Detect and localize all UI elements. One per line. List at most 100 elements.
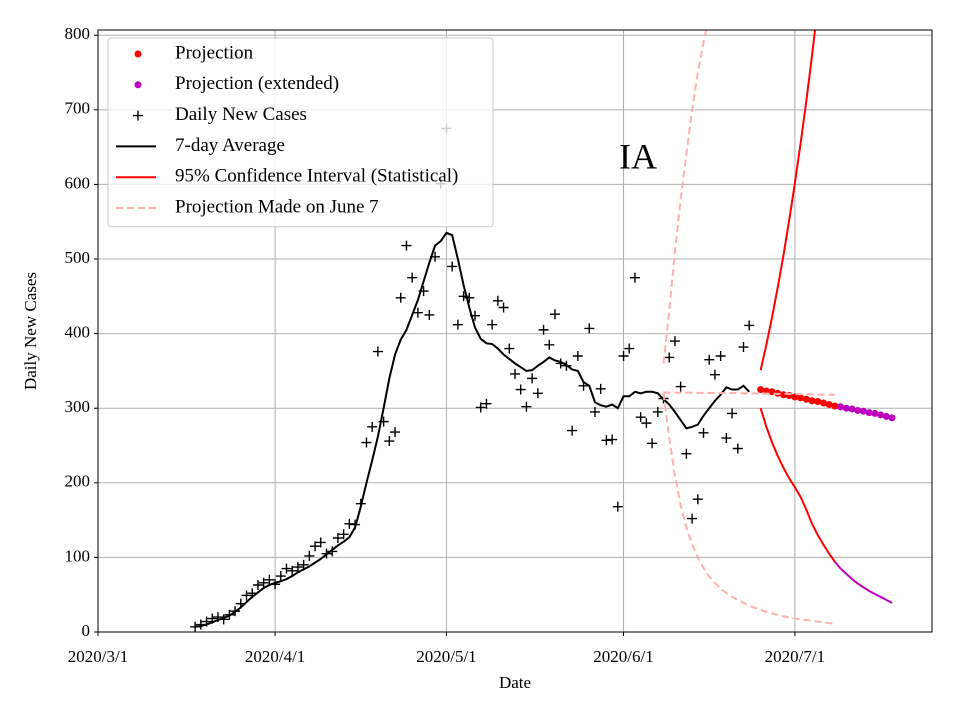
case-marker bbox=[332, 533, 343, 544]
case-marker bbox=[607, 434, 618, 445]
legend-box bbox=[107, 37, 494, 228]
case-marker bbox=[641, 418, 652, 429]
x-tick-label: 2020/7/1 bbox=[765, 647, 825, 666]
case-marker bbox=[367, 421, 378, 432]
projection-point bbox=[848, 405, 856, 413]
projection-point bbox=[802, 395, 810, 403]
case-marker bbox=[629, 272, 640, 283]
dashed-line bbox=[662, 30, 707, 364]
y-tick-label: 500 bbox=[65, 248, 91, 267]
case-marker bbox=[252, 580, 263, 591]
case-marker bbox=[572, 350, 583, 361]
case-marker bbox=[372, 346, 383, 357]
line bbox=[194, 231, 750, 628]
case-marker bbox=[510, 368, 520, 379]
case-marker bbox=[452, 319, 463, 330]
case-marker bbox=[281, 563, 292, 574]
x-axis-label: Date bbox=[499, 673, 531, 692]
y-tick-label: 400 bbox=[65, 323, 91, 342]
case-marker bbox=[635, 412, 646, 423]
case-marker bbox=[744, 320, 755, 331]
case-marker bbox=[492, 295, 503, 306]
case-marker bbox=[344, 518, 355, 529]
projection-point bbox=[791, 393, 799, 401]
legend-label: 95% Confidence Interval (Statistical) bbox=[175, 166, 458, 187]
case-marker bbox=[315, 537, 326, 548]
case-marker bbox=[738, 342, 749, 353]
case-marker bbox=[424, 309, 435, 320]
case-marker bbox=[384, 436, 395, 447]
case-marker bbox=[567, 425, 578, 436]
case-marker bbox=[549, 309, 560, 320]
case-marker bbox=[292, 562, 303, 573]
legend-label: Projection bbox=[175, 42, 254, 63]
projection-point bbox=[797, 394, 805, 402]
axes: 0 100 200 300 400 500 600 700 800 2020/3/1 2020/4/… bbox=[65, 24, 826, 666]
case-marker bbox=[589, 406, 600, 417]
legend-label: Projection (extended) bbox=[175, 73, 339, 94]
x-tick-label: 2020/4/1 bbox=[245, 647, 305, 666]
case-marker bbox=[647, 438, 658, 449]
case-marker bbox=[481, 398, 492, 409]
case-marker bbox=[310, 541, 321, 552]
case-marker bbox=[652, 406, 663, 417]
case-marker bbox=[527, 373, 538, 384]
y-tick-label: 300 bbox=[65, 397, 91, 416]
line bbox=[759, 407, 836, 563]
case-marker bbox=[395, 292, 406, 303]
projection-point bbox=[837, 403, 845, 411]
case-marker bbox=[475, 402, 486, 413]
y-tick-label: 100 bbox=[65, 546, 91, 565]
y-tick-label: 600 bbox=[65, 173, 91, 192]
case-marker bbox=[721, 433, 732, 444]
projection-point bbox=[865, 409, 873, 417]
legend-marker bbox=[134, 50, 142, 58]
axes-frame bbox=[97, 29, 933, 633]
y-axis-label: Daily New Cases bbox=[21, 272, 40, 390]
x-tick-label: 2020/5/1 bbox=[416, 647, 476, 666]
legend-label: Projection Made on June 7 bbox=[175, 196, 379, 217]
case-marker bbox=[664, 352, 675, 363]
case-marker bbox=[390, 427, 401, 438]
case-marker bbox=[624, 343, 635, 354]
case-marker bbox=[709, 369, 720, 380]
y-tick-label: 200 bbox=[65, 472, 91, 491]
projection-point bbox=[871, 409, 879, 417]
x-tick-label: 2020/3/1 bbox=[68, 647, 128, 666]
case-marker bbox=[361, 437, 372, 448]
projection-point bbox=[859, 407, 867, 415]
legend: Projection Projection (extended) Daily New… bbox=[107, 37, 494, 228]
case-marker bbox=[298, 559, 309, 570]
projection-point bbox=[808, 397, 816, 405]
case-marker bbox=[595, 383, 606, 394]
y-tick-label: 700 bbox=[65, 99, 91, 118]
case-marker bbox=[338, 529, 349, 540]
y-tick-label: 0 bbox=[82, 621, 91, 640]
case-marker bbox=[612, 501, 623, 512]
case-marker bbox=[498, 302, 509, 313]
case-marker bbox=[521, 401, 532, 412]
case-marker bbox=[584, 323, 595, 334]
line bbox=[834, 561, 893, 604]
case-marker bbox=[258, 577, 269, 588]
dashed-line bbox=[662, 393, 836, 625]
case-marker bbox=[412, 307, 423, 318]
case-marker bbox=[532, 388, 543, 399]
case-marker bbox=[241, 590, 252, 601]
case-marker bbox=[407, 272, 418, 283]
dashed-line bbox=[663, 391, 835, 396]
projection-point bbox=[819, 399, 827, 407]
case-marker bbox=[515, 384, 526, 395]
case-marker bbox=[715, 350, 726, 361]
case-marker bbox=[601, 435, 612, 446]
case-marker bbox=[732, 443, 743, 454]
projection-point bbox=[814, 397, 822, 405]
plot-area bbox=[190, 30, 896, 632]
legend-marker bbox=[134, 81, 142, 89]
case-marker bbox=[304, 550, 315, 561]
projection-point bbox=[831, 402, 839, 410]
legend-label: 7-day Average bbox=[175, 135, 285, 156]
projection-point bbox=[877, 411, 885, 419]
case-marker bbox=[538, 324, 549, 335]
